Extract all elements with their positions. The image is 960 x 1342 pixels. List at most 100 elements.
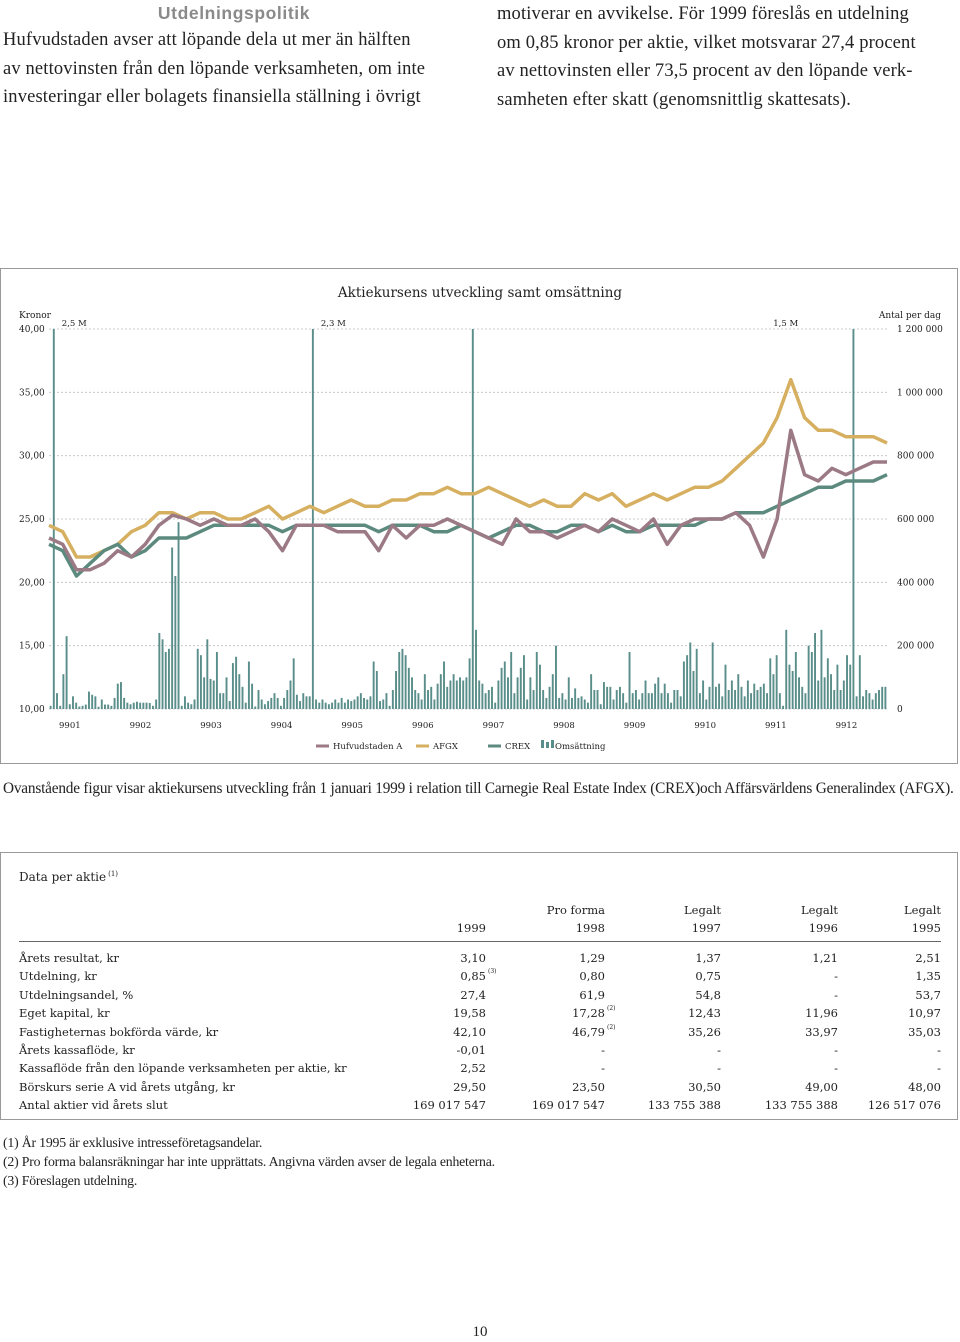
volume-bar (449, 680, 452, 709)
volume-bar (714, 686, 717, 709)
x-tick-label: 9911 (765, 721, 787, 731)
row-value-note: (3) (488, 968, 497, 976)
table-header-years: 1999 1998 1997 1996 1995 (19, 921, 941, 939)
volume-bar (244, 702, 247, 709)
volume-bar (523, 655, 525, 709)
header-basis-cell: Pro forma (546, 903, 605, 917)
header-year-cell: 1996 (808, 921, 838, 935)
volume-bar (865, 690, 868, 709)
volume-bar (471, 329, 474, 709)
volume-bar (407, 667, 410, 709)
row-value: 48,00 (908, 1079, 941, 1094)
row-value: 35,03 (908, 1024, 941, 1039)
legend-label: Omsättning (555, 742, 606, 752)
x-tick-label: 9901 (59, 721, 81, 731)
volume-bar (311, 329, 314, 709)
y-tick-right: 0 (897, 705, 903, 715)
volume-bar (551, 674, 554, 709)
volume-bar (231, 663, 234, 709)
volume-bar (350, 701, 353, 709)
volume-bar (833, 690, 836, 709)
row-value: 54,8 (695, 987, 721, 1002)
volume-bar (695, 648, 698, 709)
table-header-rule (19, 941, 941, 942)
volume-bar (132, 702, 135, 709)
footnote-2: (2) Pro forma balansräkningar har inte u… (3, 1154, 495, 1169)
volume-bar (519, 667, 522, 709)
volume-bar (68, 704, 71, 709)
volume-bar (817, 680, 820, 709)
header-year-cell: 1997 (691, 921, 721, 935)
volume-bar (788, 664, 791, 709)
volume-bar (436, 683, 439, 709)
volume-bar (318, 702, 321, 709)
volume-bar (682, 661, 685, 709)
volume-bar (411, 677, 413, 709)
volume-bar (842, 680, 845, 709)
row-label: Eget kapital, kr (19, 1006, 110, 1021)
y-tick-left: 30,00 (19, 452, 45, 462)
volume-bar (404, 655, 407, 709)
table-row: Fastigheternas bokförda värde, kr 42,10 46… (19, 1023, 941, 1041)
volume-bar (459, 677, 461, 709)
volume-bar (343, 702, 346, 709)
volume-bar (759, 686, 762, 709)
row-label: Börskurs serie A vid årets utgång, kr (19, 1079, 235, 1094)
volume-bar (615, 690, 618, 709)
volume-bar (657, 677, 660, 709)
row-value: 17,28 (572, 1006, 605, 1021)
volume-bar (734, 690, 737, 709)
row-value: 126 517 076 (867, 1098, 941, 1113)
left-line-3: investeringar eller bolagets finansiella… (3, 87, 421, 107)
volume-bar (631, 693, 634, 709)
volume-bar (545, 697, 548, 709)
volume-bar (366, 699, 369, 709)
volume-bar (705, 699, 708, 709)
table-title: Data per aktie (1) (19, 870, 118, 884)
volume-bar (430, 686, 433, 709)
volume-bar (72, 696, 74, 709)
volume-bar (94, 696, 97, 709)
volume-bar (794, 652, 797, 709)
volume-bar (871, 699, 874, 709)
volume-bar (295, 694, 298, 709)
y-tick-left: 40,00 (19, 325, 45, 335)
header-basis-cell: Legalt (904, 903, 941, 917)
volume-bar (260, 699, 263, 709)
y-tick-left: 25,00 (19, 515, 45, 525)
volume-bar (686, 655, 689, 709)
volume-bar (753, 683, 756, 709)
volume-bar (711, 642, 714, 709)
volume-bar (730, 680, 733, 709)
y-tick-left: 20,00 (19, 578, 45, 588)
table-row: Börskurs serie A vid årets utgång, kr 29,… (19, 1078, 941, 1096)
x-tick-label: 9903 (200, 721, 222, 731)
volume-bar (375, 671, 378, 709)
volume-bar (855, 696, 858, 709)
volume-bar (743, 696, 746, 709)
volume-bar (136, 701, 138, 709)
row-value: 10,97 (908, 1006, 941, 1021)
row-value: - (834, 987, 838, 1002)
table-row: Årets resultat, kr 3,10 1,29 1,37 1,21 2,51 (19, 949, 941, 967)
volume-bar (116, 683, 119, 709)
volume-bar (327, 704, 330, 709)
row-value: 1,29 (579, 951, 605, 965)
volume-bar (104, 704, 106, 709)
volume-bar (622, 693, 625, 709)
footnotes: (1) År 1995 är exklusive intresseföretag… (3, 1133, 495, 1190)
volume-bar (155, 699, 158, 709)
x-tick-label: 9908 (553, 721, 575, 731)
volume-bar (273, 693, 276, 709)
volume-bar (395, 671, 397, 709)
volume-bar (372, 661, 375, 709)
volume-bar (353, 699, 356, 709)
volume-bar (235, 656, 238, 709)
volume-bar (433, 699, 436, 709)
table-row: Eget kapital, kr 19,58 17,28 (2) 12,43 11,96 1… (19, 1004, 941, 1022)
volume-bar (279, 705, 282, 709)
volume-bar (785, 629, 788, 709)
volume-bar (145, 702, 148, 709)
x-tick-label: 9905 (341, 721, 363, 731)
volume-bar (718, 683, 721, 709)
